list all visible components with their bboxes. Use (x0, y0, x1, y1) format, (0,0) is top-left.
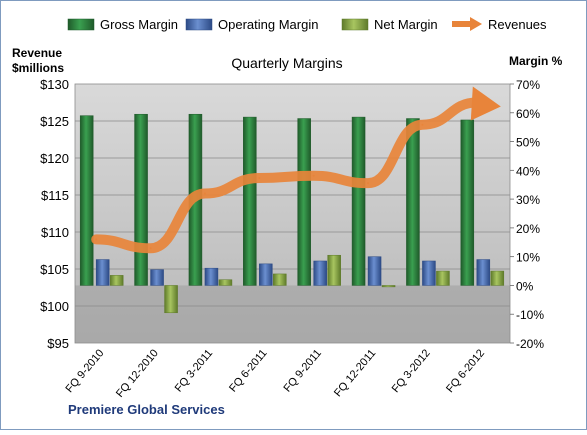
gross-margin-bar (243, 116, 257, 286)
right-tick-label: -20% (516, 337, 544, 351)
legend-item-net-margin: Net Margin (341, 17, 438, 32)
operating-margin-bar (476, 259, 491, 286)
revenue-line-path (91, 97, 482, 254)
revenue-point (95, 238, 98, 241)
bars (79, 113, 505, 314)
net-margin-bar (436, 270, 450, 286)
operating-margin-bar (95, 259, 110, 286)
revenue-point (367, 182, 370, 185)
footer-company: Premiere Global Services (68, 402, 225, 417)
legend-label-net-margin: Net Margin (374, 17, 438, 32)
revenue-point (149, 247, 152, 250)
right-axis-ticks: -20% -10% 0% 10% 20% 30% 40% 50% 60% 70% (510, 78, 544, 351)
operating-margin-bar (367, 256, 382, 286)
left-tick-label: $120 (40, 151, 69, 166)
left-axis-title-line1: Revenue (12, 46, 62, 60)
chart-title: Quarterly Margins (231, 55, 342, 71)
right-tick-label: 50% (516, 136, 540, 150)
net-margin-bar (164, 285, 178, 314)
legend: Gross Margin Operating Margin Net Margin… (67, 17, 547, 32)
gross-margin-bar (406, 118, 420, 286)
revenue-point (312, 174, 315, 177)
right-tick-label: 20% (516, 222, 540, 236)
legend-label-revenues: Revenues (488, 17, 547, 32)
gross-margin-bar (297, 118, 311, 286)
net-margin-bar (381, 285, 396, 288)
net-margin-bar (109, 275, 124, 286)
legend-item-operating-margin: Operating Margin (185, 17, 318, 32)
left-tick-label: $95 (47, 336, 69, 351)
legend-label-operating-margin: Operating Margin (218, 17, 318, 32)
below-zero-region (75, 285, 510, 343)
right-tick-label: -10% (516, 308, 544, 322)
revenue-point (203, 192, 206, 195)
right-tick-label: 70% (516, 78, 540, 92)
gross-margin-bar (134, 113, 148, 286)
gross-margin-bar (460, 119, 475, 286)
right-tick-label: 60% (516, 107, 540, 121)
right-tick-label: 40% (516, 164, 540, 178)
gross-margin-bar (351, 116, 366, 286)
revenue-line (91, 86, 501, 254)
left-tick-label: $115 (41, 188, 69, 203)
left-tick-label: $110 (41, 225, 69, 240)
net-margin-bar (273, 273, 287, 286)
net-margin-bar (490, 270, 505, 286)
revenue-point (258, 176, 261, 179)
left-tick-label: $125 (40, 114, 69, 129)
operating-margin-bar (259, 263, 273, 286)
gross-margin-bar (79, 115, 94, 286)
revenue-point (475, 101, 478, 104)
legend-item-gross-margin: Gross Margin (67, 17, 178, 32)
left-tick-label: $100 (40, 299, 69, 314)
operating-margin-bar (150, 269, 164, 286)
revenue-line-arrowhead (470, 86, 501, 121)
left-tick-label: $105 (40, 262, 69, 277)
operating-margin-bar (204, 267, 219, 286)
net-margin-bar (327, 254, 341, 286)
operating-margin-bar (313, 260, 327, 286)
left-axis-ticks: $95 $100 $105 $110 $115 $120 $125 $130 (40, 77, 69, 351)
right-axis-title: Margin % (509, 54, 563, 68)
left-axis-title-line2: $millions (12, 61, 64, 75)
right-tick-label: 0% (516, 279, 534, 293)
legend-item-revenues: Revenues (452, 17, 547, 32)
left-tick-label: $130 (40, 77, 69, 92)
revenue-point (421, 123, 424, 126)
right-tick-label: 10% (516, 251, 540, 265)
net-margin-bar (218, 279, 233, 286)
right-tick-label: 30% (516, 193, 540, 207)
operating-margin-bar (422, 260, 436, 286)
legend-label-gross-margin: Gross Margin (100, 17, 178, 32)
